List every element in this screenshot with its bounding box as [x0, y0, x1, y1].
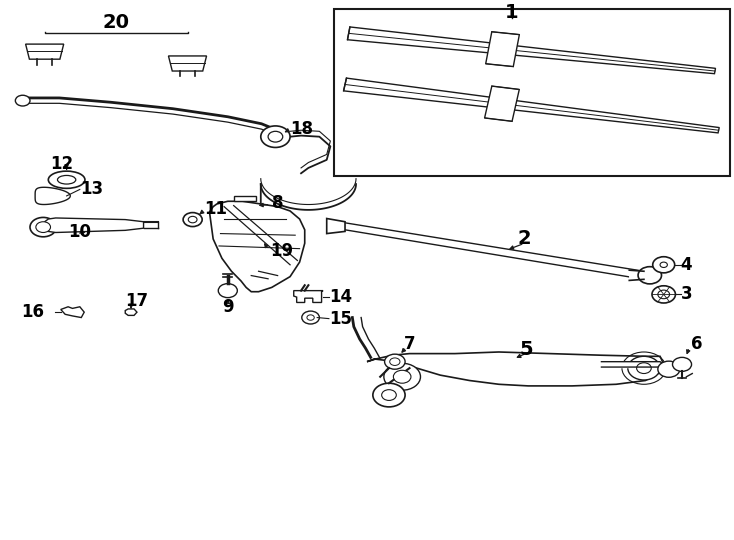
Text: 12: 12 [51, 154, 73, 173]
Circle shape [672, 357, 691, 372]
Polygon shape [233, 196, 255, 201]
Polygon shape [169, 56, 206, 71]
Polygon shape [367, 352, 664, 386]
Text: 20: 20 [103, 13, 130, 32]
Circle shape [302, 311, 319, 324]
Ellipse shape [48, 171, 85, 188]
Text: 18: 18 [290, 120, 313, 138]
Circle shape [653, 256, 675, 273]
Bar [334, 9, 730, 176]
Circle shape [382, 390, 396, 401]
Text: 9: 9 [222, 298, 233, 316]
Text: 10: 10 [68, 224, 91, 241]
Polygon shape [209, 201, 305, 292]
Text: 19: 19 [270, 242, 294, 260]
Text: 8: 8 [272, 194, 283, 212]
Polygon shape [126, 309, 137, 315]
Text: 14: 14 [329, 288, 352, 306]
Circle shape [636, 363, 651, 374]
Text: 5: 5 [520, 340, 534, 359]
Circle shape [15, 95, 30, 106]
Polygon shape [344, 78, 719, 133]
Ellipse shape [57, 176, 76, 184]
Text: 2: 2 [517, 230, 531, 248]
Text: 16: 16 [21, 303, 44, 321]
Polygon shape [484, 86, 519, 122]
Text: 6: 6 [691, 335, 702, 354]
Text: 13: 13 [80, 180, 103, 198]
Text: 11: 11 [204, 200, 228, 218]
Text: 4: 4 [680, 256, 692, 274]
Text: 7: 7 [404, 335, 415, 354]
Polygon shape [347, 27, 716, 73]
Polygon shape [294, 291, 323, 302]
Circle shape [384, 363, 421, 390]
Circle shape [183, 213, 202, 227]
Circle shape [218, 284, 237, 298]
Circle shape [658, 290, 669, 299]
Circle shape [660, 262, 667, 267]
Circle shape [638, 267, 661, 284]
Circle shape [390, 358, 400, 366]
Circle shape [373, 383, 405, 407]
Circle shape [652, 286, 675, 303]
Polygon shape [45, 218, 144, 233]
Polygon shape [486, 32, 520, 66]
Circle shape [628, 356, 660, 380]
Polygon shape [35, 187, 70, 205]
Circle shape [393, 370, 411, 383]
Circle shape [30, 218, 57, 237]
Polygon shape [61, 307, 84, 318]
Text: 17: 17 [126, 292, 148, 310]
Circle shape [261, 126, 290, 147]
Circle shape [36, 222, 51, 233]
Polygon shape [26, 44, 64, 59]
Circle shape [268, 131, 283, 142]
Circle shape [385, 354, 405, 369]
Text: 3: 3 [680, 286, 692, 303]
Text: 1: 1 [505, 3, 519, 22]
Polygon shape [327, 219, 345, 234]
Circle shape [658, 361, 680, 377]
Text: 15: 15 [329, 309, 352, 328]
Circle shape [188, 217, 197, 223]
Circle shape [307, 315, 314, 320]
